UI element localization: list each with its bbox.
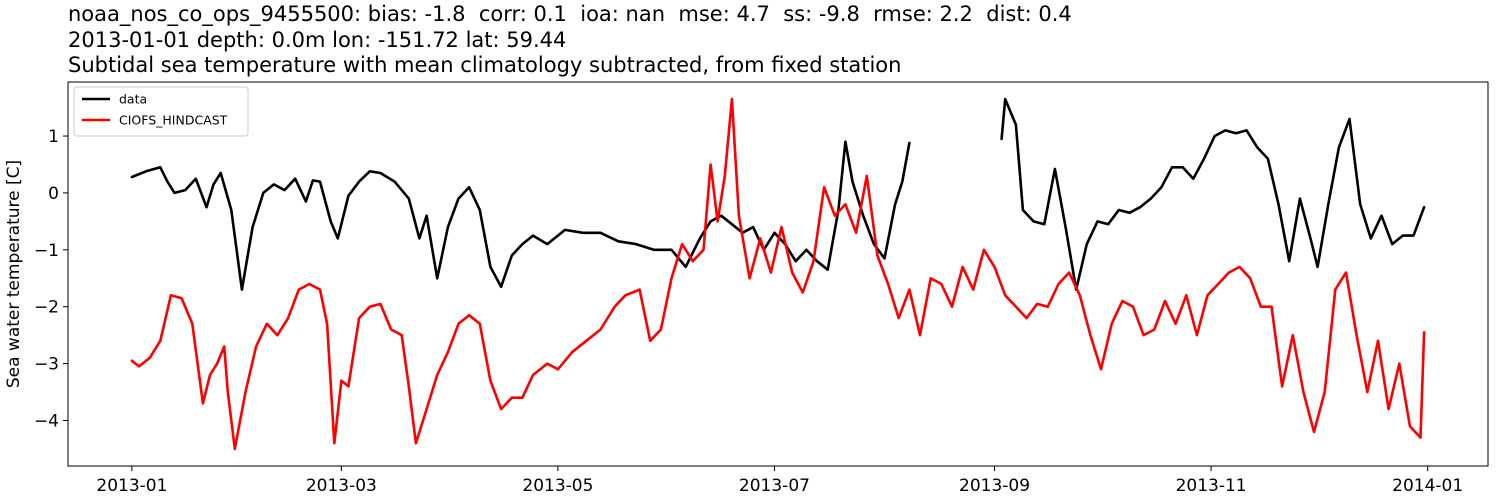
title-line-description: Subtidal sea temperature with mean clima… — [68, 53, 902, 77]
x-tick-label: 2013-09 — [959, 476, 1030, 496]
legend-label: CIOFS_HINDCAST — [119, 113, 228, 128]
y-tick-label: −3 — [34, 355, 59, 375]
y-tick-label: −1 — [34, 241, 59, 261]
title-line-location: 2013-01-01 depth: 0.0m lon: -151.72 lat:… — [68, 27, 567, 52]
series-line-data-segment-2 — [1000, 97, 1426, 291]
y-tick-label: 0 — [48, 184, 59, 204]
title-line-stats: noaa_nos_co_ops_9455500: bias: -1.8 corr… — [68, 2, 1072, 26]
x-tick-label: 2013-05 — [522, 476, 593, 496]
x-tick-label: 2013-07 — [739, 476, 810, 496]
legend-box — [73, 86, 249, 137]
chart-title: noaa_nos_co_ops_9455500: bias: -1.8 corr… — [68, 2, 1072, 79]
y-axis: 1 0 −1 −2 −3 −4 — [34, 127, 68, 431]
legend: data CIOFS_HINDCAST — [73, 86, 249, 137]
y-axis-label: Sea water temperature [C] — [4, 160, 24, 388]
y-tick-label: −2 — [34, 298, 59, 318]
y-tick-label: 1 — [48, 127, 59, 147]
x-axis: 2013-01 2013-03 2013-05 2013-07 2013-09 2013-… — [96, 466, 1463, 496]
y-tick-label: −4 — [34, 411, 59, 431]
series-line-data-segment-1 — [130, 140, 911, 291]
x-tick-label: 2013-01 — [96, 476, 167, 496]
x-tick-label: 2014-01 — [1392, 476, 1463, 496]
legend-label: data — [119, 92, 147, 107]
plot-frame — [67, 81, 1489, 467]
x-tick-label: 2013-03 — [306, 476, 377, 496]
x-tick-label: 2013-11 — [1176, 476, 1247, 496]
plot-lines — [130, 97, 1426, 451]
series-line-ciofs-hindcast-segment-1 — [130, 97, 1426, 451]
